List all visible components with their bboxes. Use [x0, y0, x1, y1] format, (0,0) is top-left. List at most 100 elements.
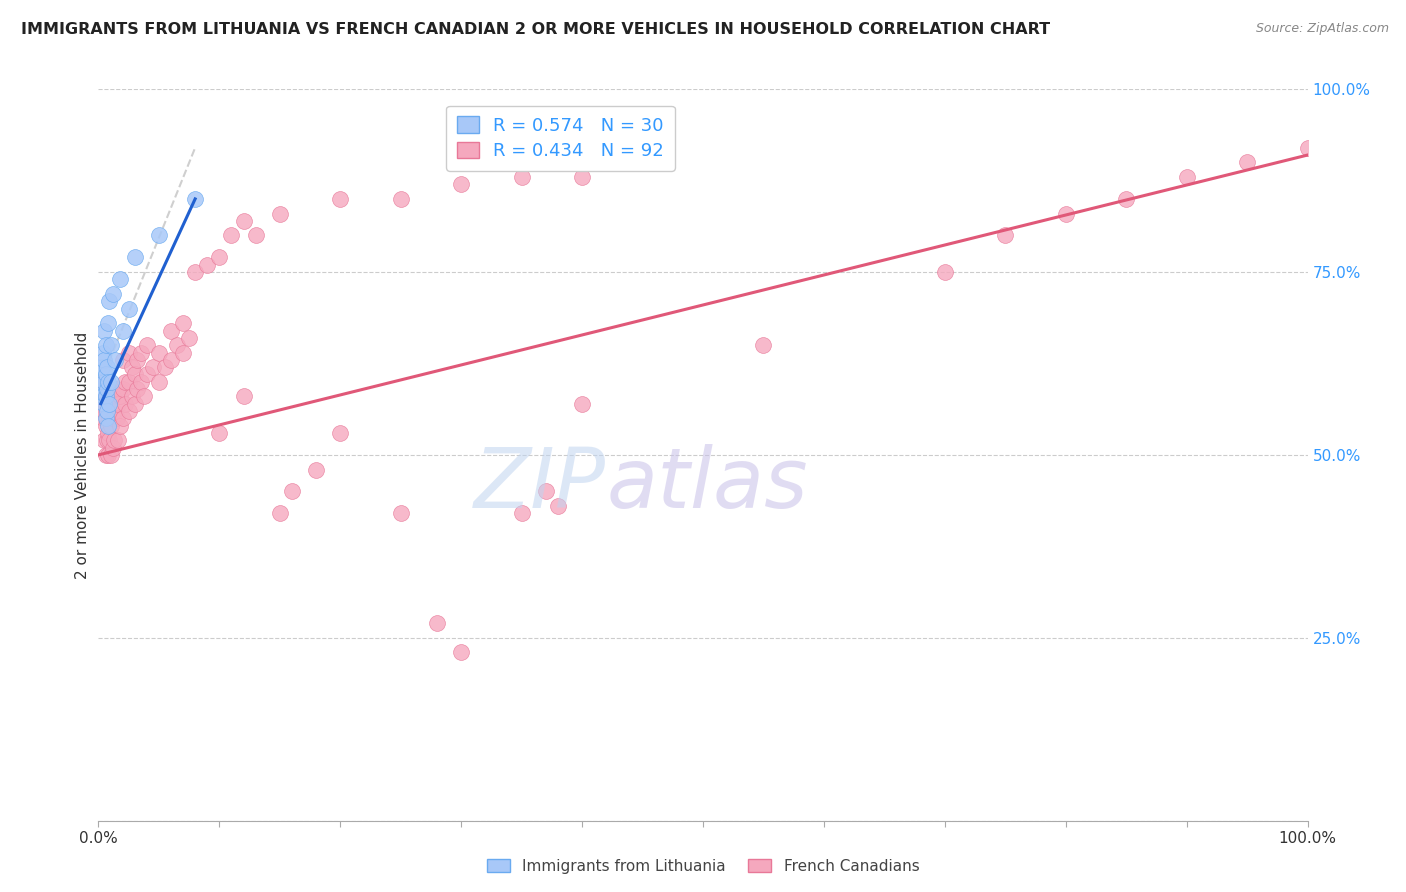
Point [96, 382, 118, 396]
Point [91, 375, 114, 389]
Point [124, 397, 146, 411]
Point [166, 338, 188, 352]
Point [135, 368, 157, 382]
Point [91, 360, 114, 375]
Point [96, 411, 118, 425]
Point [111, 324, 134, 338]
Point [547, 499, 569, 513]
Point [134, 389, 156, 403]
Point [1115, 192, 1137, 206]
Point [100, 448, 122, 462]
Point [1296, 141, 1319, 155]
Point [103, 434, 125, 448]
Point [97, 397, 120, 411]
Point [114, 375, 136, 389]
Point [100, 389, 122, 403]
Point [101, 411, 124, 425]
Point [232, 214, 254, 228]
Point [160, 324, 183, 338]
Point [1054, 206, 1077, 220]
Point [107, 397, 129, 411]
Point [121, 360, 143, 375]
Point [934, 265, 956, 279]
Point [127, 352, 149, 367]
Point [111, 411, 134, 425]
Point [208, 425, 231, 440]
Point [101, 441, 124, 455]
Point [101, 389, 124, 403]
Point [114, 397, 136, 411]
Point [389, 192, 412, 206]
Point [97, 375, 120, 389]
Point [94, 418, 117, 433]
Point [97, 316, 120, 330]
Point [103, 404, 125, 418]
Point [93, 434, 115, 448]
Point [160, 352, 183, 367]
Point [1175, 169, 1198, 184]
Point [269, 206, 291, 220]
Text: IMMIGRANTS FROM LITHUANIA VS FRENCH CANADIAN 2 OR MORE VEHICLES IN HOUSEHOLD COR: IMMIGRANTS FROM LITHUANIA VS FRENCH CANA… [21, 22, 1050, 37]
Point [121, 389, 143, 403]
Legend: Immigrants from Lithuania, French Canadians: Immigrants from Lithuania, French Canadi… [481, 853, 925, 880]
Point [93, 375, 115, 389]
Point [142, 360, 165, 375]
Point [98, 434, 121, 448]
Text: atlas: atlas [606, 443, 808, 524]
Point [94, 389, 117, 403]
Point [97, 448, 120, 462]
Point [179, 331, 201, 345]
Point [96, 434, 118, 448]
Point [94, 338, 117, 352]
Text: Source: ZipAtlas.com: Source: ZipAtlas.com [1256, 22, 1389, 36]
Point [94, 368, 117, 382]
Point [184, 192, 207, 206]
Point [91, 389, 114, 403]
Point [90, 375, 112, 389]
Point [305, 462, 328, 476]
Point [118, 404, 141, 418]
Point [107, 434, 129, 448]
Legend: R = 0.574   N = 30, R = 0.434   N = 92: R = 0.574 N = 30, R = 0.434 N = 92 [446, 105, 675, 171]
Point [91, 411, 114, 425]
Point [93, 375, 115, 389]
Point [100, 375, 122, 389]
Point [127, 382, 149, 396]
Point [752, 338, 775, 352]
Point [91, 345, 114, 359]
Point [124, 368, 146, 382]
Point [184, 265, 207, 279]
Point [100, 338, 122, 352]
Point [148, 345, 170, 359]
Point [108, 418, 131, 433]
Point [450, 645, 472, 659]
Point [108, 272, 131, 286]
Point [221, 228, 243, 243]
Point [148, 375, 170, 389]
Point [135, 338, 157, 352]
Point [389, 507, 412, 521]
Point [129, 345, 152, 359]
Point [118, 301, 141, 316]
Point [93, 324, 115, 338]
Point [329, 425, 352, 440]
Point [94, 411, 117, 425]
Point [98, 411, 121, 425]
Point [208, 251, 231, 265]
Point [148, 228, 170, 243]
Point [510, 169, 533, 184]
Point [96, 389, 118, 403]
Point [98, 397, 121, 411]
Point [100, 418, 122, 433]
Point [172, 316, 194, 330]
Point [124, 251, 146, 265]
Y-axis label: 2 or more Vehicles in Household: 2 or more Vehicles in Household [75, 331, 90, 579]
Point [93, 352, 115, 367]
Point [172, 345, 194, 359]
Point [105, 411, 128, 425]
Point [98, 294, 121, 309]
Point [111, 382, 134, 396]
Point [153, 360, 176, 375]
Point [108, 389, 131, 403]
Point [111, 352, 134, 367]
